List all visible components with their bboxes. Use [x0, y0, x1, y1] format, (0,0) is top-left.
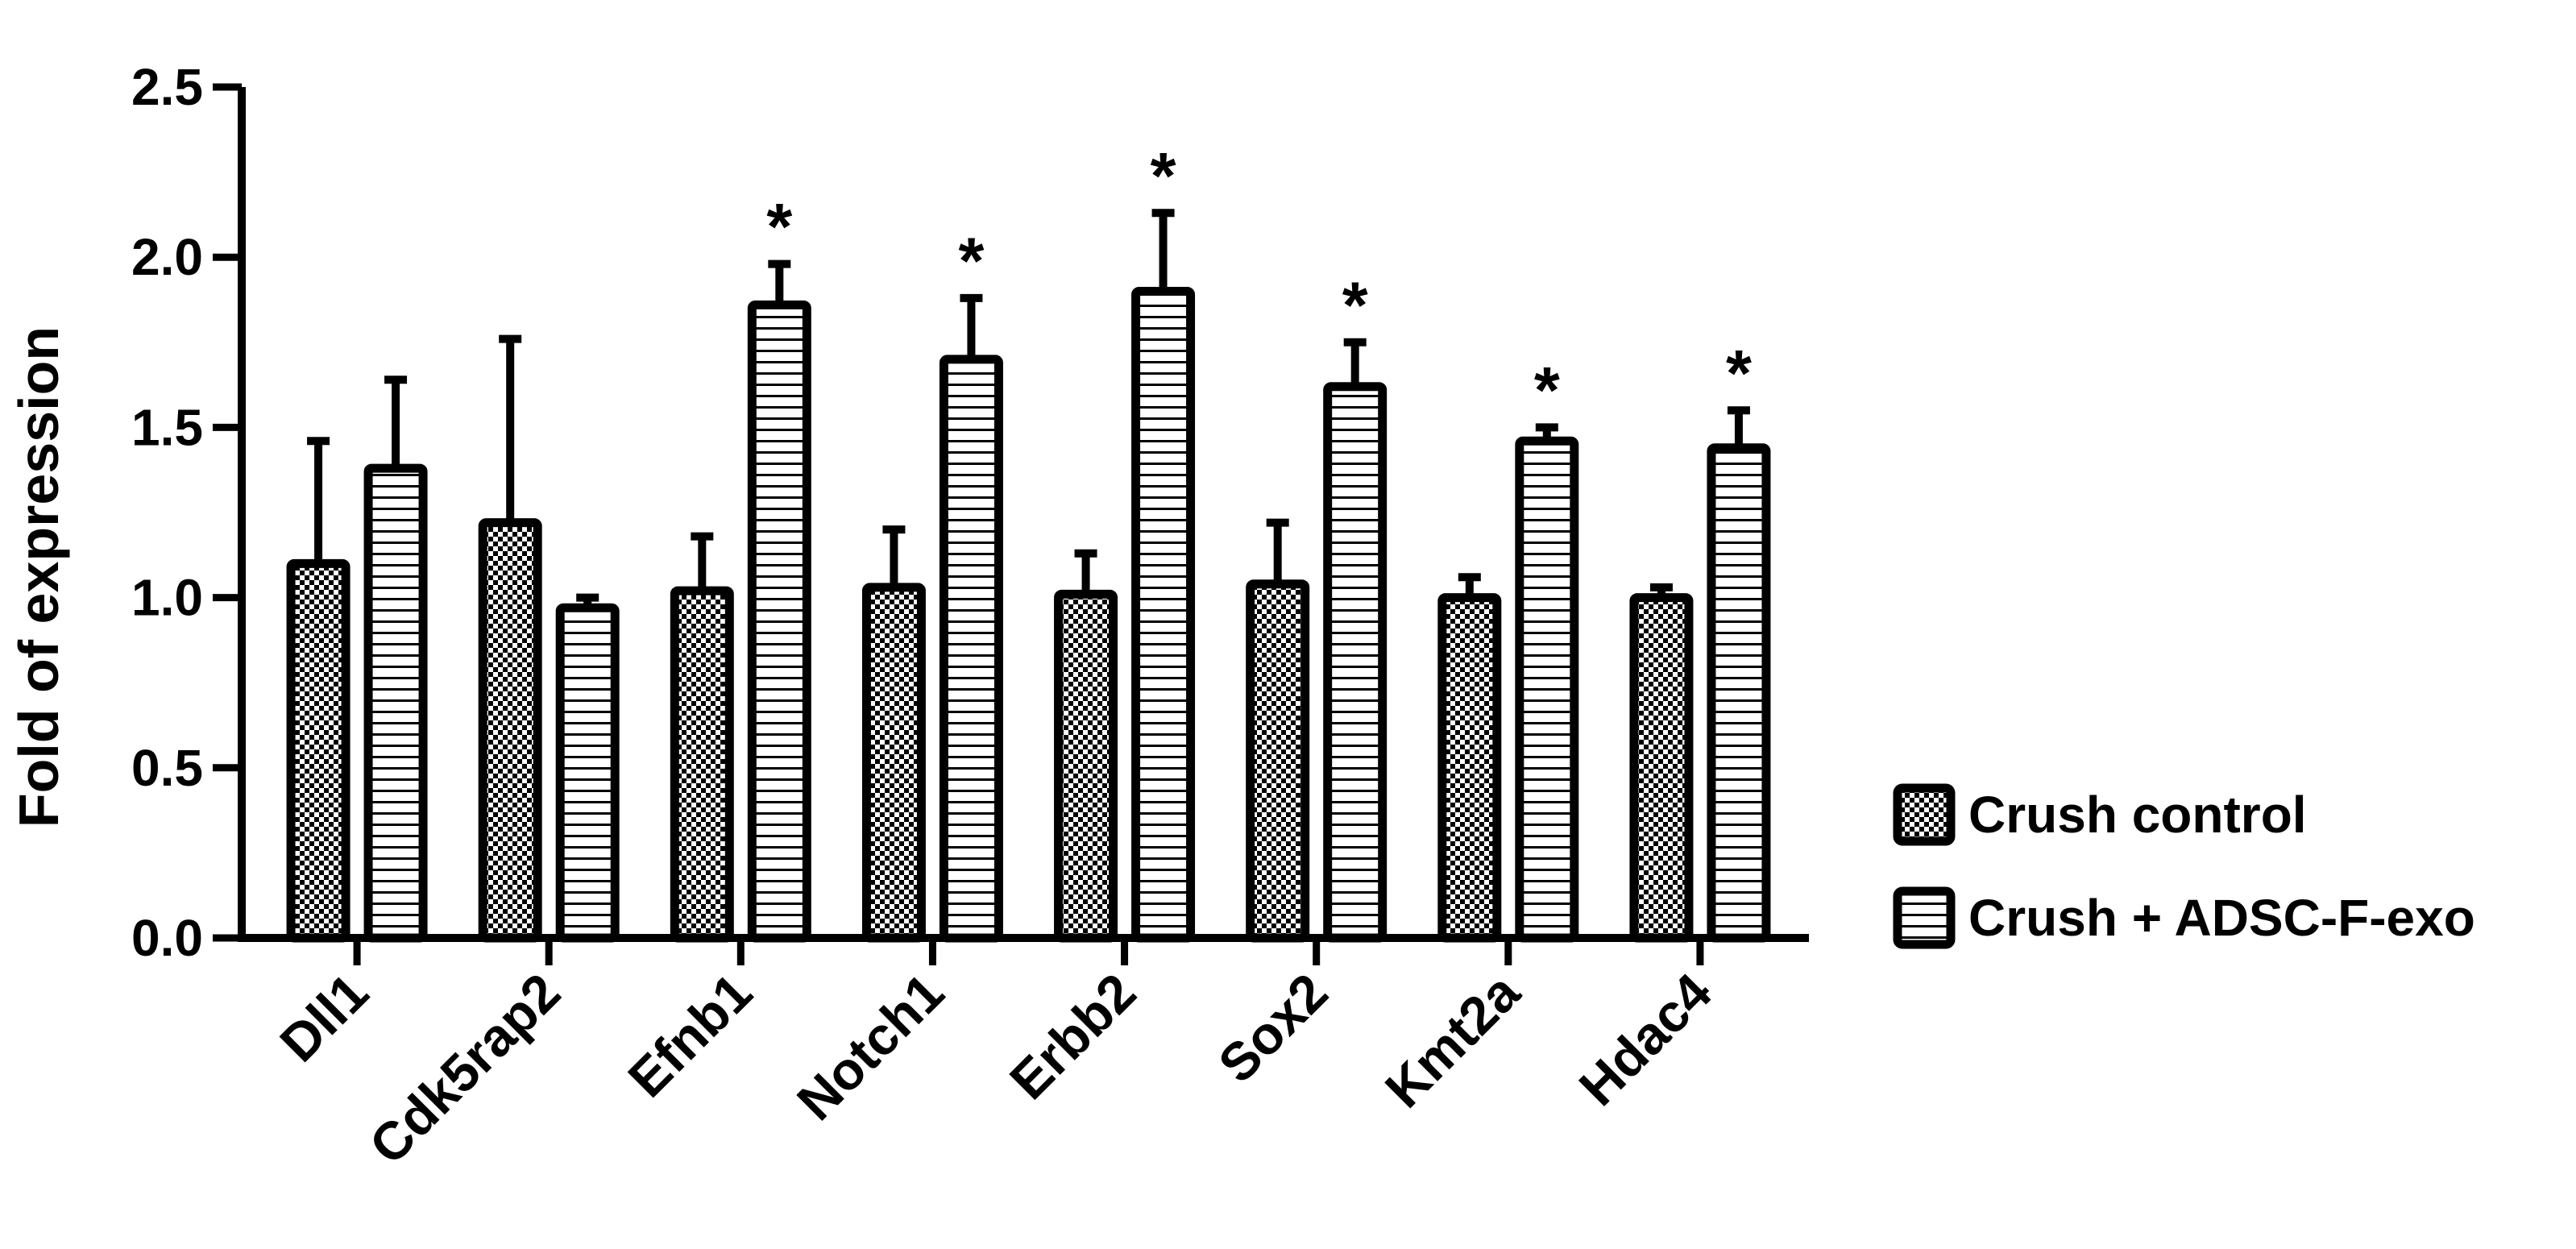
bar: [1131, 286, 1196, 943]
bar: [1437, 593, 1502, 943]
y-axis-label: Fold of expression: [7, 326, 70, 828]
legend-swatch: [1893, 783, 1956, 846]
legend-label: Crush + ADSC-F-exo: [1968, 889, 2475, 947]
y-tick-label: 2.0: [131, 228, 203, 286]
bar: [1054, 589, 1118, 943]
bar: [555, 603, 620, 943]
bar: [363, 463, 428, 943]
x-tick-label: Hdac4: [1567, 961, 1723, 1117]
y-tick-label: 1.5: [131, 398, 203, 456]
bar: [1323, 382, 1388, 943]
significance-marker: *: [1342, 269, 1368, 342]
bar: [1515, 436, 1579, 943]
y-tick-label: 2.5: [131, 58, 203, 116]
x-tick-label: Cdk5rap2: [358, 962, 571, 1176]
bar: [1246, 579, 1310, 943]
x-tick-label: Efnb1: [616, 962, 763, 1109]
x-tick-label: Erbb2: [998, 962, 1147, 1111]
bar: [286, 558, 351, 943]
significance-marker: *: [1726, 337, 1752, 410]
y-tick-label: 1.0: [131, 569, 203, 627]
y-tick-label: 0.0: [131, 909, 203, 967]
bar: [1707, 443, 1771, 943]
bar: [670, 586, 734, 943]
legend-swatch: [1893, 886, 1956, 949]
bar: [1629, 593, 1694, 943]
significance-marker: *: [1534, 354, 1560, 427]
y-tick-label: 0.5: [131, 739, 203, 797]
bar: [747, 300, 811, 943]
legend-label: Crush control: [1968, 786, 2307, 844]
bar: [939, 355, 1003, 943]
significance-marker: *: [766, 191, 792, 264]
x-tick-label: Sox2: [1207, 962, 1339, 1094]
significance-marker: *: [958, 225, 984, 298]
bar: [478, 518, 542, 943]
x-tick-label: Notch1: [786, 962, 955, 1131]
x-tick-label: Kmt2a: [1374, 961, 1532, 1119]
x-tick-label: Dll1: [268, 962, 380, 1073]
bar: [861, 583, 926, 943]
significance-marker: *: [1151, 139, 1176, 213]
